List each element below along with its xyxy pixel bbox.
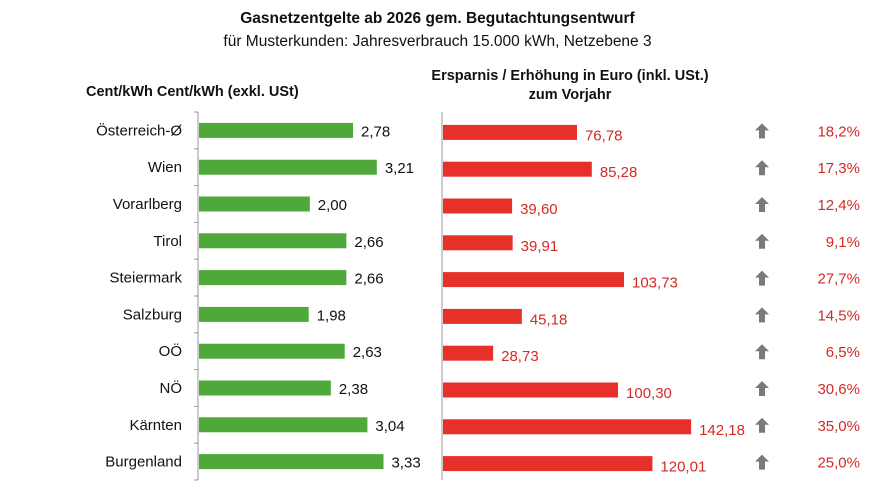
right-data-label: 100,30 (626, 385, 672, 402)
right-bar (443, 308, 522, 324)
chart-subtitle: für Musterkunden: Jahresverbrauch 15.000… (223, 33, 652, 50)
arrow-up-icon (755, 270, 769, 286)
left-data-label: 3,04 (375, 418, 404, 435)
category-label: Kärnten (129, 417, 182, 434)
right-bar (443, 235, 513, 251)
left-bar (199, 454, 384, 470)
change-percent-label: 18,2% (817, 123, 860, 140)
category-label: Burgenland (105, 454, 182, 471)
right-bar (443, 161, 592, 177)
right-bar (443, 456, 653, 472)
right-data-label: 28,73 (501, 348, 539, 365)
category-label: Tirol (153, 233, 182, 250)
right-bar (443, 198, 513, 214)
right-data-label: 39,60 (520, 201, 558, 218)
change-percent-label: 6,5% (826, 344, 860, 361)
change-percent-label: 14,5% (817, 307, 860, 324)
category-label: Vorarlberg (113, 196, 182, 213)
left-data-label: 2,63 (353, 344, 382, 361)
change-percent-label: 30,6% (817, 381, 860, 398)
change-percent-label: 17,3% (817, 160, 860, 177)
left-data-label: 2,66 (354, 271, 383, 288)
right-data-label: 76,78 (585, 127, 623, 144)
arrow-up-icon (755, 344, 769, 360)
right-bar (443, 345, 494, 361)
change-percent-label: 27,7% (817, 271, 860, 288)
chart-title: Gasnetzentgelte ab 2026 gem. Begutachtun… (240, 10, 635, 27)
left-data-label: 3,21 (385, 160, 414, 177)
category-label: Wien (148, 159, 182, 176)
right-bar (443, 124, 577, 140)
left-bar (199, 196, 310, 212)
left-bar (199, 306, 309, 322)
category-label: Steiermark (109, 270, 182, 287)
right-bar (443, 419, 692, 435)
arrow-up-icon (755, 160, 769, 176)
right-data-label: 103,73 (632, 275, 678, 292)
change-percent-label: 35,0% (817, 418, 860, 435)
arrow-up-icon (755, 197, 769, 212)
change-percent-label: 9,1% (826, 234, 860, 251)
category-label: NÖ (160, 379, 183, 397)
arrow-up-icon (755, 307, 769, 323)
right-panel-heading: Ersparnis / Erhöhung in Euro (inkl. USt.… (431, 68, 709, 103)
arrow-up-icon (755, 381, 769, 396)
right-data-label: 39,91 (521, 238, 559, 255)
left-data-label: 1,98 (317, 307, 346, 324)
right-bar (443, 382, 619, 398)
change-percent-label: 25,0% (817, 455, 860, 472)
left-bar (199, 380, 331, 396)
left-bar (199, 122, 354, 138)
left-bar (199, 417, 368, 433)
arrow-up-icon (755, 233, 769, 249)
right-data-label: 120,01 (660, 459, 706, 476)
right-bar (443, 272, 625, 288)
left-bar (199, 233, 347, 249)
left-data-label: 2,66 (354, 234, 383, 251)
left-bar (199, 343, 345, 359)
right-data-label: 45,18 (530, 311, 568, 328)
arrow-up-icon (755, 123, 769, 139)
left-data-label: 2,00 (318, 197, 347, 214)
category-label: OÖ (159, 342, 182, 360)
right-data-label: 85,28 (600, 164, 638, 181)
arrow-up-icon (755, 417, 769, 433)
left-data-label: 3,33 (391, 455, 420, 472)
arrow-up-icon (755, 454, 769, 470)
left-data-label: 2,78 (361, 123, 390, 140)
left-bar (199, 270, 347, 286)
left-data-label: 2,38 (339, 381, 368, 398)
left-bar (199, 159, 377, 175)
right-data-label: 142,18 (699, 422, 745, 439)
left-panel-heading: Cent/kWh Cent/kWh (exkl. USt) (86, 84, 299, 100)
change-percent-label: 12,4% (817, 197, 860, 214)
category-label: Salzburg (123, 306, 182, 323)
category-label: Österreich-Ø (96, 121, 182, 139)
